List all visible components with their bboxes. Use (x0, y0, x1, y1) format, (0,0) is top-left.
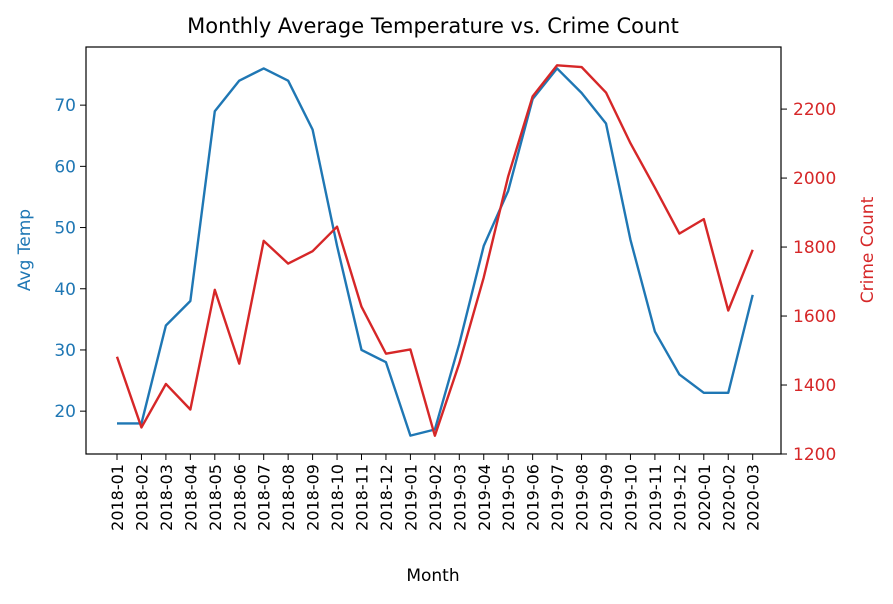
x-tick-label: 2018-06 (230, 464, 249, 531)
x-tick-label: 2019-02 (426, 464, 445, 531)
x-tick-label: 2019-07 (548, 464, 567, 531)
x-tick-label: 2018-08 (279, 464, 298, 531)
left-tick-label: 30 (54, 341, 76, 361)
x-tick-label: 2018-07 (255, 464, 274, 531)
chart-title: Monthly Average Temperature vs. Crime Co… (187, 14, 679, 38)
plot-area: 20 30 40 50 60 70 1200 1400 1600 1800 2000 2200 2018… (54, 46, 836, 531)
x-tick-label: 2019-01 (401, 464, 420, 531)
x-axis-label: Month (406, 566, 459, 586)
left-axis-label: Avg Temp (15, 209, 35, 291)
x-tick-label: 2018-04 (181, 464, 200, 531)
plot-frame (85, 46, 782, 455)
right-tick-label: 1400 (793, 376, 836, 396)
x-tick-label: 2019-03 (450, 464, 469, 531)
x-tick-label: 2019-04 (475, 464, 494, 531)
right-tick-label: 2000 (793, 169, 836, 189)
x-tick-label: 2018-10 (328, 464, 347, 531)
x-tick-label: 2019-06 (524, 464, 543, 531)
x-tick-label: 2018-11 (353, 464, 372, 531)
x-tick-label: 2020-03 (744, 464, 763, 531)
right-tick-label: 1600 (793, 307, 836, 327)
x-tick-label: 2018-03 (157, 464, 176, 531)
x-tick-label: 2020-02 (719, 464, 738, 531)
x-tick-label: 2018-02 (132, 464, 151, 531)
right-tick-label: 1800 (793, 238, 836, 258)
x-tick-label: 2019-08 (573, 464, 592, 531)
crime-count-series-line (115, 64, 754, 437)
x-tick-label: 2019-10 (621, 464, 640, 531)
x-tick-label: 2018-12 (377, 464, 396, 531)
x-tick-label: 2019-12 (670, 464, 689, 531)
left-tick-label: 60 (54, 157, 76, 177)
x-tick-label: 2020-01 (695, 464, 714, 531)
left-tick-label: 40 (54, 280, 76, 300)
x-tick-label: 2018-09 (304, 464, 323, 531)
right-tick-label: 1200 (793, 445, 836, 465)
x-tick-label: 2018-05 (206, 464, 225, 531)
x-tick-label: 2019-05 (499, 464, 518, 531)
avg-temp-series-line (117, 67, 754, 437)
x-tick-label: 2019-09 (597, 464, 616, 531)
x-tick-label: 2018-01 (108, 464, 127, 531)
right-axis-label: Crime Count (858, 196, 878, 303)
x-tick-label: 2019-11 (646, 464, 665, 531)
left-tick-label: 70 (54, 96, 76, 116)
left-tick-label: 20 (54, 402, 76, 422)
right-tick-label: 2200 (793, 100, 836, 120)
left-tick-label: 50 (54, 219, 76, 239)
